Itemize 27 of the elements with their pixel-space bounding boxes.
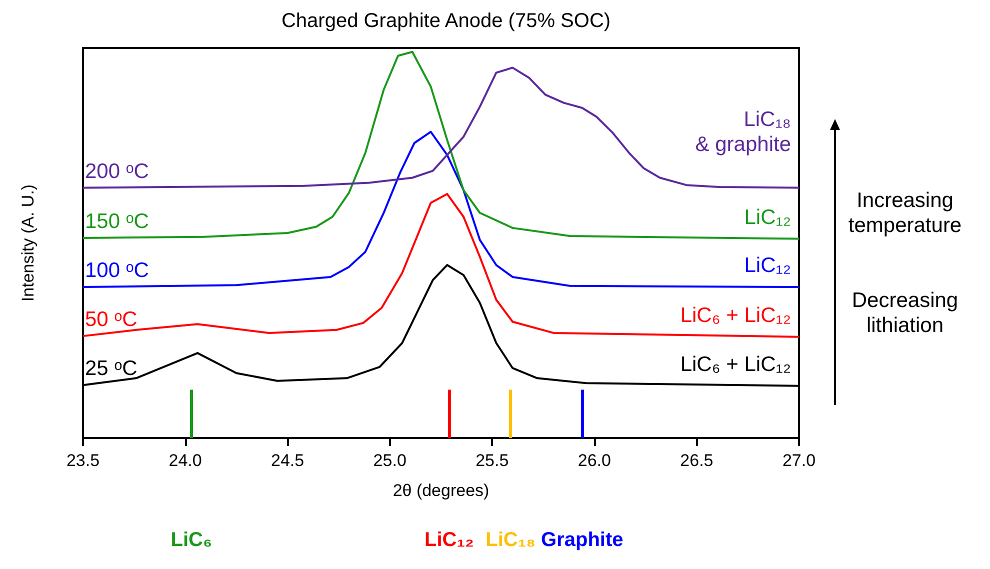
x-axis-title: 2θ (degrees)	[392, 481, 490, 500]
ref-line-label: Graphite	[541, 529, 624, 551]
chart-title: Charged Graphite Anode (75% SOC)	[281, 10, 611, 32]
ref-line-label: LiC₁₂	[424, 529, 474, 551]
x-tick-label: 24.5	[271, 451, 304, 470]
ref-line-label: LiC₆	[170, 529, 212, 551]
x-tick-label: 26.5	[680, 451, 714, 470]
x-tick-label: 25.5	[476, 451, 509, 470]
series-label: 200 ᵒC	[85, 160, 149, 183]
text: Increasing temperature	[848, 189, 962, 237]
y-axis-title: Intensity (A. U.)	[18, 184, 38, 302]
x-tick-label: 25.0	[373, 451, 406, 470]
annotation: LiC₁₂	[744, 254, 791, 278]
x-tick-label: 27.0	[782, 451, 816, 470]
x-tick-label: 24.0	[168, 451, 202, 470]
text: Decreasing lithiation	[852, 289, 958, 337]
x-tick-label: 26.0	[578, 451, 611, 470]
ref-line-label: LiC₁₈	[486, 529, 536, 551]
series-label: 25 ᵒC	[85, 357, 138, 380]
annotation: LiC₁₈ & graphite	[695, 108, 791, 156]
series-label: 100 ᵒC	[85, 259, 149, 282]
x-tick-label: 23.5	[66, 451, 100, 470]
series-label: 150 ᵒC	[85, 210, 149, 233]
annotation: LiC₆ + LiC₁₂	[680, 352, 791, 376]
annotation: LiC₆ + LiC₁₂	[680, 304, 791, 327]
series-label: 50 ᵒC	[85, 308, 138, 332]
annotation: LiC₁₂	[744, 206, 791, 229]
